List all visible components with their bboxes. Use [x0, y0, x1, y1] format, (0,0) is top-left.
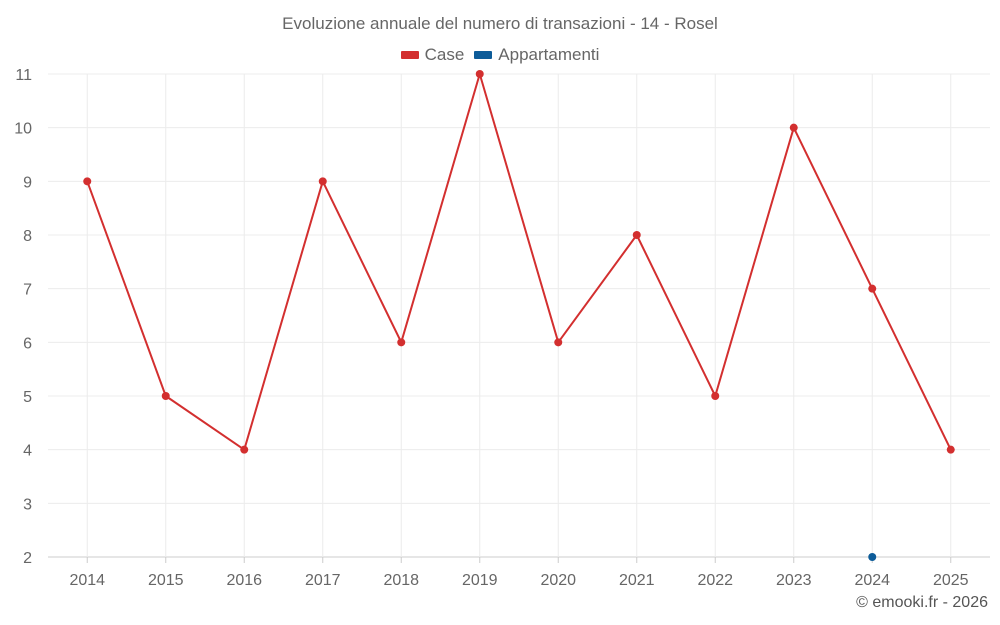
x-tick-label: 2019	[462, 572, 498, 589]
y-tick-label: 7	[23, 282, 32, 299]
data-point-case	[946, 445, 955, 454]
chart-title: Evoluzione annuale del numero di transaz…	[282, 14, 718, 33]
x-tick-label: 2021	[619, 572, 655, 589]
legend-label-appartamenti: Appartamenti	[498, 45, 600, 64]
legend-label-case: Case	[424, 45, 465, 64]
data-point-case	[83, 177, 92, 186]
y-tick-label: 3	[23, 496, 32, 513]
credits-text: © emooki.fr - 2026	[856, 594, 988, 611]
legend-item-case[interactable]: Case	[400, 45, 465, 65]
y-tick-label: 5	[23, 389, 32, 406]
data-point-case	[789, 123, 798, 132]
data-point-case	[554, 338, 563, 347]
x-tick-label: 2024	[854, 572, 890, 589]
x-tick-label: 2015	[148, 572, 184, 589]
data-point-case	[161, 392, 170, 400]
data-point-case	[475, 70, 484, 78]
x-tick-label: 2016	[226, 572, 262, 589]
data-point-case	[711, 392, 720, 400]
y-tick-label: 11	[15, 67, 32, 84]
y-tick-label: 9	[23, 174, 32, 191]
y-tick-label: 10	[14, 121, 32, 138]
y-tick-label: 6	[23, 335, 32, 352]
y-tick-label: 2	[23, 550, 32, 567]
x-tick-label: 2018	[383, 572, 419, 589]
data-point-case	[397, 338, 406, 347]
data-point-appartamenti	[868, 553, 877, 561]
x-tick-label: 2025	[933, 572, 969, 589]
series-line-case	[86, 73, 952, 451]
x-tick-label: 2023	[776, 572, 812, 589]
legend-item-appartamenti[interactable]: Appartamenti	[474, 45, 599, 65]
data-point-case	[240, 445, 249, 454]
legend-swatch-appartamenti	[474, 51, 493, 59]
x-tick-label: 2014	[69, 572, 105, 589]
grid-layer	[48, 73, 990, 558]
x-tick-label: 2020	[540, 572, 576, 589]
x-tick-label: 2022	[697, 572, 733, 589]
data-point-case	[632, 231, 641, 239]
data-point-case	[868, 284, 877, 293]
axis-layer: 2 3 4 5 6 7 8 9 10 11 2014 2015 2016 2017 2018 2019 2020…	[14, 67, 968, 589]
data-point-case	[318, 177, 327, 186]
x-tick-label: 2017	[305, 572, 341, 589]
legend-swatch-case	[400, 51, 419, 59]
series-layer	[83, 70, 955, 561]
chart-legend: Case Appartamenti	[0, 45, 1000, 65]
y-tick-label: 4	[23, 443, 32, 460]
y-tick-label: 8	[23, 228, 32, 245]
